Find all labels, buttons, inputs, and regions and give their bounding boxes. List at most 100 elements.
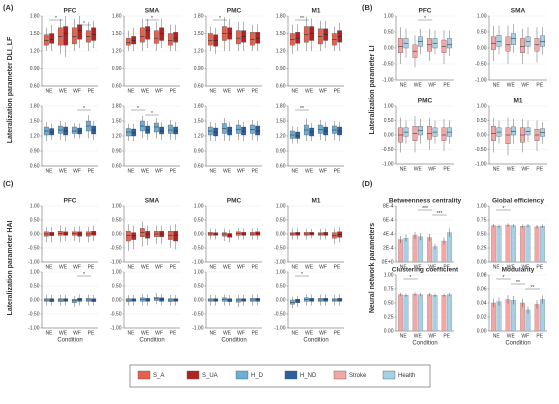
x-tick-label: PE — [443, 264, 450, 270]
y-tick-label: -1.00 — [28, 325, 40, 331]
y-tick-label: 1.80 — [194, 103, 204, 109]
significance-label: ** — [516, 280, 520, 286]
y-tick-label: 1.00 — [276, 203, 286, 209]
x-tick-label: WF — [155, 88, 163, 94]
y-tick-label: 1.50 — [112, 31, 122, 37]
x-tick-label: PE — [170, 330, 177, 336]
bar — [418, 294, 423, 332]
legend-label: H_D — [251, 373, 264, 379]
y-tick-label: 1.00 — [477, 103, 487, 109]
y-tick-label: 0.90 — [276, 148, 286, 154]
panel-y-title: Neural network parameters — [369, 223, 376, 313]
x-tick-label: WE — [507, 264, 516, 270]
x-tick-label: WF — [521, 264, 529, 270]
x-tick-label: PE — [536, 333, 543, 339]
y-tick-label: 0.04 — [477, 300, 487, 306]
box — [71, 126, 77, 134]
box — [249, 32, 255, 46]
bar — [520, 226, 525, 263]
y-tick-label: -0.50 — [382, 61, 394, 67]
y-tick-label: 0.50 — [30, 283, 40, 289]
y-tick-label: 6E-4 — [383, 217, 394, 223]
box — [505, 127, 511, 144]
y-tick-label: 0.00 — [30, 297, 40, 303]
y-tick-label: 0.90 — [30, 66, 40, 72]
x-tick-label: WE — [141, 88, 150, 94]
y-tick-label: -1.00 — [274, 325, 286, 331]
x-tick-label: PE — [170, 168, 177, 174]
panel-label: (A) — [3, 3, 14, 12]
significance-label: * — [83, 106, 85, 112]
x-tick-label: WF — [73, 264, 81, 270]
box — [511, 33, 516, 45]
y-tick-label: 0.90 — [30, 148, 40, 154]
x-tick-label: WE — [141, 168, 150, 174]
y-tick-label: 1.00 — [384, 103, 394, 109]
x-tick-label: NE — [210, 88, 218, 94]
y-tick-label: -1.00 — [28, 259, 40, 265]
x-tick-label: WF — [155, 168, 163, 174]
x-tick-label: WF — [155, 264, 163, 270]
y-tick-label: 0.00 — [276, 231, 286, 237]
x-axis-title: Condition — [303, 338, 328, 344]
y-tick-label: 1.50 — [276, 31, 286, 37]
y-tick-label: 0.90 — [194, 66, 204, 72]
x-tick-label: PE — [88, 88, 95, 94]
x-tick-label: WE — [305, 88, 314, 94]
x-tick-label: WF — [428, 264, 436, 270]
bar — [540, 226, 545, 263]
box — [71, 27, 77, 45]
bar — [525, 225, 531, 263]
y-tick-label: 0.08 — [477, 272, 487, 278]
x-tick-label: WF — [428, 82, 436, 88]
y-tick-label: 1.20 — [112, 133, 122, 139]
x-tick-label: WF — [73, 330, 81, 336]
x-tick-label: WF — [237, 168, 245, 174]
box — [505, 36, 511, 52]
x-tick-label: PE — [334, 264, 341, 270]
y-tick-label: 1.50 — [30, 31, 40, 37]
x-tick-label: WE — [507, 333, 516, 339]
x-tick-label: WF — [319, 264, 327, 270]
subplot-title: PMC — [418, 98, 433, 105]
legend-swatch — [137, 370, 151, 380]
subplot-title: M1 — [311, 198, 320, 205]
significance-label: * — [503, 206, 505, 212]
y-tick-label: 1.00 — [384, 13, 394, 19]
y-tick-label: 1.50 — [194, 118, 204, 124]
x-tick-label: WE — [414, 82, 423, 88]
significance-label: * — [137, 106, 139, 112]
x-tick-label: PE — [88, 264, 95, 270]
subplot-title: M1 — [513, 98, 522, 105]
y-tick-label: 0.50 — [384, 300, 394, 306]
significance-label: *** — [437, 211, 443, 217]
x-tick-label: NE — [210, 264, 218, 270]
legend-swatch — [382, 370, 396, 380]
box — [139, 27, 145, 43]
x-tick-label: WF — [73, 88, 81, 94]
x-tick-label: WF — [319, 330, 327, 336]
bar — [412, 235, 418, 263]
legend-swatch — [284, 370, 298, 380]
significance-label: * — [219, 16, 221, 22]
y-tick-label: 0.00 — [384, 45, 394, 51]
y-tick-label: -1.00 — [382, 77, 394, 83]
y-tick-label: 0.60 — [194, 163, 204, 169]
y-tick-label: 0.00 — [194, 297, 204, 303]
y-tick-label: 4E-4 — [383, 231, 394, 237]
y-tick-label: 1.80 — [276, 13, 286, 19]
x-axis-title: Condition — [412, 341, 437, 347]
y-tick-label: 1.00 — [112, 269, 122, 275]
box — [63, 26, 69, 46]
x-tick-label: WE — [305, 168, 314, 174]
bar — [403, 295, 409, 332]
x-tick-label: NE — [292, 330, 300, 336]
y-tick-label: 8E-4 — [383, 203, 394, 209]
x-tick-label: WE — [59, 330, 68, 336]
y-tick-label: -1.00 — [274, 259, 286, 265]
x-tick-label: NE — [128, 330, 136, 336]
box — [159, 27, 165, 41]
x-tick-label: PE — [334, 330, 341, 336]
subplot-title: Clustering coefficient — [392, 267, 459, 274]
y-tick-label: 0.60 — [276, 83, 286, 89]
